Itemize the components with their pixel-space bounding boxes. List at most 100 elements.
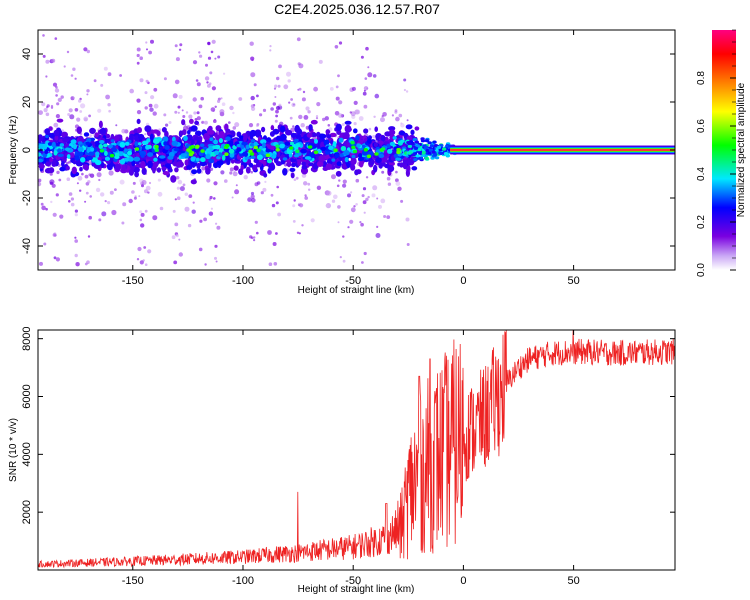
spectrogram-scatter-point bbox=[81, 172, 84, 176]
spectrogram-band-point bbox=[187, 130, 191, 135]
spectrogram-scatter-point bbox=[43, 242, 47, 246]
spectrogram-scatter-point bbox=[140, 212, 145, 217]
spectrogram-scatter-point bbox=[176, 186, 180, 190]
snr-panel: -150 -100 -50 0 50 2000 4000 6000 8000 Height o… bbox=[8, 326, 676, 595]
spectrogram-scatter-point bbox=[179, 43, 183, 47]
spectrogram-band-point bbox=[114, 163, 121, 171]
spectrogram-scatter-point bbox=[196, 116, 201, 121]
spectrogram-scatter-point bbox=[207, 84, 211, 88]
spectrogram-scatter-point bbox=[316, 102, 321, 107]
spectrogram-scatter-point bbox=[372, 135, 376, 139]
spectrogram-transition-point bbox=[441, 147, 447, 151]
spectrogram-band-point bbox=[138, 133, 145, 140]
spectrogram-scatter-point bbox=[353, 100, 358, 105]
spectrogram-band-point bbox=[65, 165, 70, 171]
spectrogram-scatter-point bbox=[175, 234, 179, 238]
spectrogram-scatter-point bbox=[129, 88, 134, 94]
spectrogram-scatter-point bbox=[347, 193, 351, 198]
spectrogram-core-point bbox=[332, 141, 337, 147]
spectrogram-transition-point bbox=[436, 145, 442, 149]
spectrogram-peak-point bbox=[333, 148, 338, 152]
spectrogram-peak-point bbox=[265, 153, 271, 158]
spectrogram-scatter-point bbox=[38, 110, 43, 115]
spectrogram-band-point bbox=[191, 169, 198, 175]
spectrogram-scatter-point bbox=[121, 221, 125, 225]
spectrogram-scatter-point bbox=[109, 190, 114, 195]
spectrogram-core-point bbox=[314, 139, 318, 144]
spectrogram-scatter-point bbox=[274, 119, 278, 123]
spectrogram-scatter-point bbox=[177, 179, 183, 185]
spectrogram-core-point bbox=[107, 144, 113, 149]
spectrogram-core-point bbox=[164, 145, 170, 150]
spectrogram-band-point bbox=[253, 158, 259, 164]
spectrogram-core-point bbox=[351, 154, 356, 159]
spectrogram-scatter-point bbox=[121, 128, 126, 134]
spectrogram-scatter-point bbox=[68, 192, 73, 196]
spectrogram-core-point bbox=[110, 139, 115, 143]
spectrogram-scatter-point bbox=[400, 199, 404, 203]
spectrogram-core-point bbox=[242, 152, 249, 157]
spectrogram-band-point bbox=[410, 129, 415, 135]
spectrogram-band-point bbox=[218, 131, 225, 137]
spectrogram-scatter-point bbox=[136, 98, 141, 103]
spectrogram-core-point bbox=[70, 139, 77, 145]
spectrogram-core-point bbox=[213, 139, 219, 145]
spectrogram-band-point bbox=[243, 134, 248, 142]
spectrogram-core-point bbox=[57, 153, 64, 157]
spectrogram-panel: -150 -100 -50 0 50 -40 -20 0 20 40 Height of str… bbox=[8, 29, 676, 296]
colorbar-tick-label: 0.2 bbox=[696, 215, 707, 229]
spectrogram-core-point bbox=[378, 153, 385, 158]
spectrogram-transition-point bbox=[407, 151, 412, 155]
spectrogram-band-point bbox=[106, 133, 111, 139]
spectrogram-peak-point bbox=[366, 154, 372, 159]
spectrogram-scatter-point bbox=[192, 97, 197, 102]
spectrogram-scatter-point bbox=[296, 231, 300, 234]
spectrogram-band-point bbox=[168, 168, 173, 173]
spectrogram-core-point bbox=[38, 158, 44, 163]
spectrogram-band-point bbox=[375, 157, 382, 164]
spectrogram-scatter-point bbox=[291, 102, 296, 107]
spectrogram-scatter-point bbox=[148, 50, 153, 55]
spectrogram-core-point bbox=[328, 145, 334, 150]
spectrogram-scatter-point bbox=[209, 195, 213, 200]
spectrogram-scatter-point bbox=[55, 257, 61, 262]
spectrogram-scatter-point bbox=[79, 110, 83, 113]
spectrogram-scatter-point bbox=[119, 74, 122, 77]
spectrogram-scatter-point bbox=[215, 222, 218, 225]
spectrogram-band-point bbox=[326, 134, 332, 139]
spectrogram-scatter-point bbox=[150, 39, 154, 44]
spectrogram-core-point bbox=[127, 150, 132, 156]
spectrogram-band-point bbox=[170, 175, 177, 183]
spectrogram-core-point bbox=[77, 151, 84, 157]
spectrogram-y-axis-label: Frequency (Hz) bbox=[8, 116, 19, 185]
spectrogram-band-point bbox=[196, 162, 201, 169]
spectrogram-scatter-point bbox=[192, 201, 195, 204]
spectrogram-core-point bbox=[103, 143, 108, 148]
spectrogram-scatter-point bbox=[273, 262, 278, 266]
spectrogram-scatter-point bbox=[358, 116, 364, 121]
spectrogram-peak-point bbox=[374, 152, 379, 156]
spectrogram-scatter-point bbox=[200, 96, 204, 101]
spectrogram-transition-point bbox=[407, 144, 413, 148]
spectrogram-scatter-point bbox=[331, 199, 336, 203]
spectrogram-core-point bbox=[361, 150, 368, 156]
spectrogram-scatter-point bbox=[72, 67, 76, 71]
spectrogram-band-point bbox=[263, 173, 268, 178]
spectrogram-scatter-point bbox=[144, 189, 148, 194]
spectrogram-core-point bbox=[386, 143, 391, 149]
spectrogram-scatter-point bbox=[270, 193, 274, 197]
spectrogram-scatter-point bbox=[342, 183, 347, 188]
spectrogram-band-point bbox=[252, 164, 258, 172]
spectrogram-transition-point bbox=[443, 152, 449, 156]
spectrogram-scatter-point bbox=[272, 242, 277, 246]
spectrogram-scatter-point bbox=[100, 83, 104, 87]
spectrogram-scatter-point bbox=[362, 200, 367, 205]
colorbar-tick-label: 0.6 bbox=[696, 119, 707, 133]
spectrogram-scatter-point bbox=[178, 238, 181, 241]
spectrogram-scatter-point bbox=[331, 174, 336, 180]
spectrogram-scatter-point bbox=[86, 89, 90, 93]
colorbar: 0.0 0.2 0.4 0.6 0.8 Normalized spectral ampl… bbox=[696, 29, 747, 277]
spectrogram-band-point bbox=[196, 139, 201, 146]
spectrogram-scatter-point bbox=[49, 172, 53, 176]
spectrogram-scatter-point bbox=[269, 49, 272, 52]
